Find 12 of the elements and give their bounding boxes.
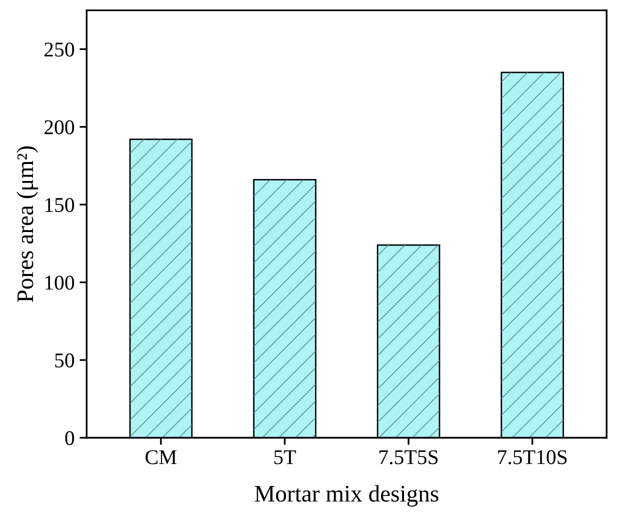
- y-tick-label: 250: [44, 42, 74, 57]
- x-tick-label: 7.5T10S: [498, 450, 567, 464]
- y-tick-label: 100: [45, 276, 74, 290]
- y-tick-label: 0: [65, 431, 74, 446]
- x-axis-title: Mortar mix designs: [254, 485, 438, 507]
- y-tick-label: 200: [44, 120, 74, 134]
- y-tick-label: 50: [55, 353, 74, 368]
- y-tick-label: 150: [45, 198, 74, 212]
- x-tick-label: CM: [146, 450, 177, 464]
- x-tick-label: 7.5T5S: [380, 450, 438, 464]
- y-axis-title: Pores area (μm²): [16, 146, 38, 302]
- x-tick-label: 5T: [274, 450, 296, 464]
